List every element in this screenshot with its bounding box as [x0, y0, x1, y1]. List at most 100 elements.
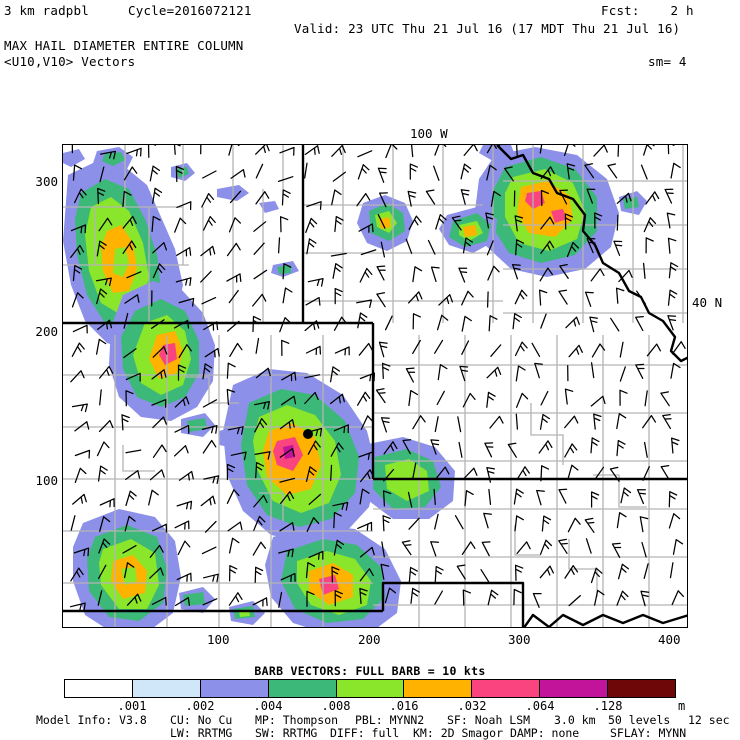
wind-barb — [96, 288, 108, 305]
wind-barb — [228, 565, 238, 582]
wind-barb — [228, 289, 239, 304]
wind-barb — [515, 392, 529, 408]
wind-barb — [152, 187, 163, 204]
wind-barb — [590, 268, 605, 282]
wind-barb — [226, 388, 236, 406]
wind-barb — [98, 365, 114, 379]
wind-barb — [540, 189, 550, 207]
wind-barb — [356, 192, 371, 207]
wind-barb — [532, 592, 542, 608]
wind-barb — [151, 215, 161, 233]
wind-barb — [253, 221, 267, 232]
wind-barb-layer — [69, 145, 686, 612]
wind-barb — [462, 237, 474, 254]
wind-barb — [405, 367, 416, 383]
wind-barb — [73, 188, 87, 204]
wind-barb — [305, 562, 316, 579]
wind-barb — [277, 237, 281, 254]
wind-barb — [670, 162, 681, 179]
wind-barb — [670, 362, 681, 379]
wind-barb — [360, 415, 374, 431]
wind-barb — [408, 517, 420, 530]
wind-barb — [304, 374, 321, 379]
forecast-hour-label: Fcst: 2 h — [601, 3, 694, 18]
colorbar-tick-4: .016 — [389, 699, 419, 713]
colorbar-tick-7: .128 — [593, 699, 623, 713]
hail-cell-small-south — [229, 601, 265, 625]
wind-barb — [664, 188, 674, 204]
wind-barb — [253, 515, 266, 531]
wind-barb — [435, 466, 450, 480]
model-info-item-3: KM: 2D Smagor — [413, 726, 504, 740]
wind-barb — [541, 515, 552, 532]
wind-barb — [412, 313, 422, 330]
wind-barb — [640, 164, 648, 180]
wind-barb — [436, 314, 449, 331]
hail-cell-nw-wisps — [63, 149, 299, 277]
model-info-item-4: DAMP: none — [510, 726, 580, 740]
wind-barb — [204, 520, 217, 533]
wind-barb — [99, 498, 115, 508]
wind-barb — [98, 538, 111, 554]
wind-barb — [95, 277, 112, 287]
wind-barb — [71, 145, 79, 154]
wind-barb — [641, 541, 647, 558]
wind-barb — [514, 564, 524, 581]
wind-barb — [462, 589, 472, 606]
wind-barb — [407, 190, 417, 207]
wind-barb — [173, 145, 181, 155]
wind-barb — [590, 491, 600, 508]
wind-barb — [72, 324, 88, 334]
wind-barb — [412, 266, 423, 283]
wind-barb — [201, 424, 218, 434]
wind-barb — [434, 339, 444, 354]
wind-barb — [385, 145, 398, 159]
wind-barb — [152, 416, 167, 429]
wind-barb — [253, 400, 270, 410]
wind-barb — [376, 265, 386, 281]
wind-barb — [332, 171, 346, 182]
wind-barb — [617, 145, 626, 157]
wind-barb — [151, 369, 167, 380]
wind-barb — [304, 391, 319, 405]
wind-barb — [227, 426, 244, 435]
wind-barb — [69, 602, 86, 612]
wind-barb — [96, 441, 110, 457]
wind-barb — [277, 176, 294, 183]
wind-barb — [71, 292, 84, 308]
wind-barb — [380, 563, 390, 580]
wind-barb — [70, 224, 87, 234]
wind-barb — [642, 465, 650, 481]
colorbar-tick-3: .008 — [321, 699, 351, 713]
wind-barb — [252, 597, 268, 607]
wind-barb — [126, 271, 142, 279]
wind-barb — [126, 147, 142, 157]
wind-barb — [408, 566, 418, 584]
wind-barb — [564, 213, 574, 230]
model-info-item-1: CU: No Cu — [170, 713, 233, 727]
wind-barb — [378, 341, 388, 358]
wind-barb — [538, 440, 553, 454]
wind-barb — [512, 313, 522, 330]
wind-barb — [228, 145, 240, 156]
wind-barb — [99, 166, 105, 183]
wind-barb — [253, 269, 268, 280]
longitude-label: 100 W — [410, 126, 448, 141]
wind-barb — [201, 296, 217, 305]
wind-barb — [461, 541, 476, 556]
wind-barb — [330, 464, 333, 482]
wind-barb — [124, 294, 140, 304]
x-tick-100: 100 — [207, 632, 230, 647]
wind-barb — [70, 567, 84, 582]
wind-barb — [590, 395, 606, 407]
wind-barb — [463, 145, 478, 157]
wind-barb — [539, 145, 543, 154]
colorbar-tick-2: .004 — [253, 699, 283, 713]
wind-barb — [457, 416, 462, 433]
wind-barb — [381, 541, 385, 558]
wind-barb — [123, 562, 135, 579]
colorbar-swatch-2 — [199, 680, 268, 697]
wind-barb — [124, 515, 136, 532]
y-tick-200: 200 — [35, 324, 58, 339]
wind-barb — [460, 163, 472, 180]
